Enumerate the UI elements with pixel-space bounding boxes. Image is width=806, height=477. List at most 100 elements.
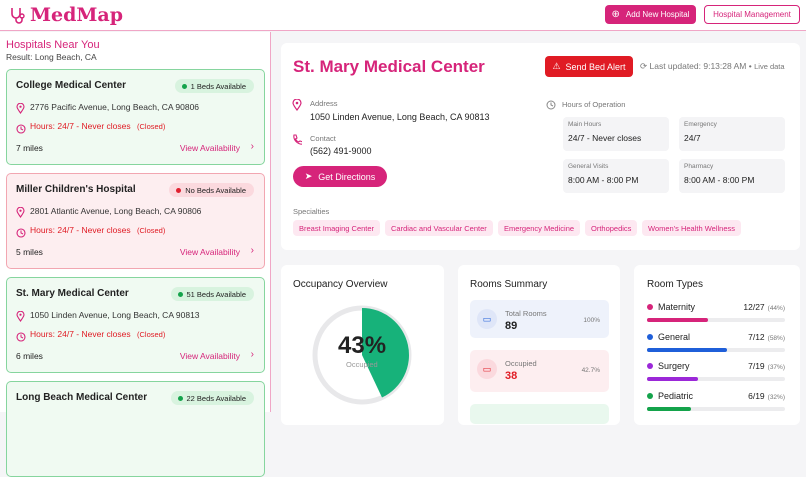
type-bar — [647, 318, 708, 322]
occupancy-percent: 43% — [338, 332, 387, 359]
clock-icon — [16, 225, 26, 243]
type-stats: 7/12 (58%) — [748, 332, 785, 342]
pin-icon — [16, 101, 25, 119]
hospital-management-button[interactable]: Hospital Management — [704, 5, 800, 24]
rooms-item — [470, 404, 609, 424]
sidebar-title: Hospitals Near You — [6, 39, 100, 51]
type-track — [647, 406, 785, 411]
hospital-name: St. Mary Medical Center — [16, 288, 129, 299]
hours-cell: Main Hours 24/7 - Never closes — [563, 117, 669, 151]
room-types-card — [634, 265, 800, 425]
hours-cell: General Visits 8:00 AM - 8:00 PM — [563, 159, 669, 193]
button-label: Get Directions — [318, 171, 376, 182]
hours-label: General Visits — [568, 163, 609, 170]
type-track — [647, 347, 785, 352]
room-label: Total Rooms — [505, 309, 547, 318]
specialty-chip: Women's Health Wellness — [642, 220, 742, 236]
type-count: 6/19 — [748, 390, 765, 401]
view-availability-link[interactable]: View Availability — [179, 247, 240, 257]
specialty-chip: Orthopedics — [585, 220, 638, 236]
contact: (562) 491-9000 — [310, 146, 372, 156]
beds-badge: 22 Beds Available — [170, 391, 254, 405]
chevron: › — [250, 349, 254, 360]
rooms-title: Rooms Summary — [470, 279, 548, 290]
clock-icon — [16, 121, 26, 139]
specialty-chip: Emergency Medicine — [498, 220, 581, 236]
hours-label: Pharmacy — [684, 163, 714, 170]
hours-status: (Closed) — [137, 330, 166, 339]
hours-title: Hours of Operation — [562, 100, 626, 109]
clock-icon — [16, 329, 26, 347]
room-icon: ▭ — [477, 359, 497, 379]
hours-value: 24/7 - Never closes — [568, 133, 642, 143]
hospital-hours: Hours: 24/7 - Never closes — [30, 329, 131, 339]
occupancy-caption: Occupied — [346, 360, 378, 369]
distance: 6 miles — [16, 351, 43, 361]
type-dot — [647, 304, 653, 310]
hours-value: 8:00 AM - 8:00 PM — [568, 175, 639, 185]
type-dot — [647, 363, 653, 369]
room-label: Occupied — [505, 359, 537, 368]
hospital-card[interactable]: Miller Children's Hospital No Beds Availa… — [6, 173, 265, 269]
type-bar — [647, 377, 699, 381]
hospital-card[interactable]: St. Mary Medical Center 51 Beds Available… — [6, 277, 265, 373]
type-bar — [647, 406, 692, 411]
type-percent: (58%) — [767, 334, 785, 342]
type-percent: (37%) — [767, 364, 785, 371]
hospital-address: 2776 Pacific Avenue, Long Beach, CA 9080… — [30, 102, 200, 112]
hospital-card[interactable]: College Medical Center 1 Beds Available 27… — [6, 69, 265, 165]
type-count: 7/19 — [748, 361, 765, 371]
phone-icon — [293, 134, 302, 145]
page: MedMap ⊕ Add New Hospital Hospital Manage… — [0, 4, 806, 477]
donut — [312, 305, 412, 405]
beds-badge: No Beds Available — [169, 183, 254, 197]
room-value: 38 — [505, 370, 518, 382]
distance: 7 miles — [16, 143, 43, 153]
hospital-hours: Hours: 24/7 - Never closes — [30, 121, 131, 131]
type-dot — [647, 392, 653, 399]
live-label: Live data — [754, 62, 785, 71]
pin-icon — [16, 309, 25, 327]
hours-status: (Closed) — [137, 226, 166, 235]
separator: • — [748, 61, 752, 71]
type-percent: (32%) — [767, 393, 785, 401]
button-label: Send Bed Alert — [565, 61, 626, 72]
hospital-name: Miller Children's Hospital — [16, 184, 136, 195]
room-percent: 100% — [583, 317, 600, 324]
distance: 5 miles — [16, 247, 43, 257]
hospital-name: Long Beach Medical Center — [16, 392, 148, 403]
hospital-title: St. Mary Medical Center — [293, 57, 485, 76]
view-availability-link[interactable]: View Availability — [179, 143, 240, 153]
pin-icon — [292, 99, 302, 111]
hours-label: Emergency — [684, 121, 717, 128]
type-count: 7/12 — [748, 331, 765, 342]
logo-icon — [11, 8, 25, 24]
type-name: General — [658, 331, 691, 342]
chevron: › — [250, 141, 254, 152]
type-dot — [647, 333, 653, 340]
pin-icon — [16, 205, 25, 223]
rooms-item: ▭ Occupied 38 42.7% — [470, 350, 609, 392]
room-icon: ▭ — [477, 309, 497, 329]
hospital-name: College Medical Center — [16, 80, 127, 91]
beds-badge: 51 Beds Available — [170, 287, 254, 301]
hours-cell: Emergency 24/7 — [679, 117, 785, 151]
hours-status: (Closed) — [137, 122, 166, 131]
occupancy-arc — [362, 308, 409, 398]
type-track — [647, 318, 785, 322]
type-stats: 12/27 (44%) — [743, 302, 785, 312]
add-hospital-button[interactable]: ⊕ Add New Hospital — [605, 5, 696, 24]
chevron: › — [250, 245, 254, 256]
address-label: Address — [310, 99, 338, 108]
hospital-address: 1050 Linden Avenue, Long Beach, CA 90813 — [30, 310, 200, 320]
occupancy-title: Occupancy Overview — [293, 279, 388, 290]
room-value: 89 — [505, 320, 518, 332]
directions-button[interactable]: ➤ Get Directions — [293, 166, 387, 187]
view-availability-link[interactable]: View Availability — [179, 351, 240, 361]
send-alert-button[interactable]: ⚠ Send Bed Alert — [545, 56, 633, 77]
logo: MedMap — [30, 4, 124, 26]
contact-label: Contact — [310, 134, 336, 143]
button-label: Hospital Management — [713, 10, 791, 19]
type-name: Pediatric — [658, 390, 694, 401]
hospital-card[interactable]: Long Beach Medical Center 22 Beds Availab… — [6, 381, 265, 477]
